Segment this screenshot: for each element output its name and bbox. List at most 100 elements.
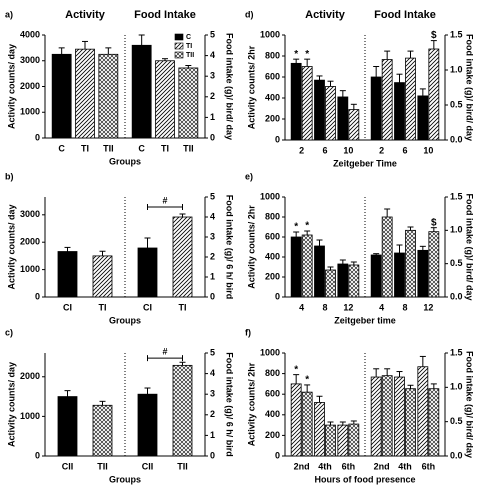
x-tick-label: 10 xyxy=(423,145,433,155)
y2-tick-label: 0.0 xyxy=(450,291,463,301)
y-axis-label: Activity counts/ day xyxy=(6,362,16,447)
y-tick-label: 2000 xyxy=(20,237,40,247)
section-title: Activity xyxy=(305,9,346,21)
y-tick-label: 400 xyxy=(265,92,280,102)
bar xyxy=(381,375,393,457)
y-tick-label: 600 xyxy=(265,71,280,81)
section-title: Food Intake xyxy=(374,9,436,21)
bar xyxy=(301,66,313,141)
y-tick-label: 0 xyxy=(35,291,40,301)
y2-tick-label: 4 xyxy=(210,368,215,378)
bar xyxy=(314,402,325,457)
y-tick-label: 200 xyxy=(265,113,280,123)
bar xyxy=(172,216,193,298)
y2-tick-label: 1 xyxy=(210,430,215,440)
y-tick-label: 1000 xyxy=(20,411,40,421)
bar xyxy=(325,424,336,457)
x-axis-label: Groups xyxy=(109,315,141,325)
y2-tick-label: 2 xyxy=(210,409,215,419)
bar xyxy=(381,59,393,141)
bar xyxy=(178,67,199,139)
bar xyxy=(290,383,302,457)
y2-axis-label: Food intake (g)/ bird/ day xyxy=(465,193,475,300)
y2-tick-label: 5 xyxy=(210,191,215,201)
x-tick-label: 6 xyxy=(402,145,407,155)
x-tick-label: 4th xyxy=(318,461,332,471)
y2-tick-label: 0.5 xyxy=(450,416,463,426)
bar xyxy=(314,245,325,298)
bar xyxy=(370,254,382,298)
y-tick-label: 400 xyxy=(265,251,280,261)
y2-axis-label: Food intake (g)/ 6 h/ bird xyxy=(225,352,235,457)
y2-tick-label: 0.5 xyxy=(450,99,463,109)
y-axis-label: Activity counts/ day xyxy=(6,44,16,129)
bar xyxy=(137,393,158,457)
bar xyxy=(370,76,382,141)
y-tick-label: 4000 xyxy=(20,29,40,39)
significance-mark: * xyxy=(305,375,309,386)
x-tick-label: TI xyxy=(179,302,187,312)
y-tick-label: 400 xyxy=(265,409,280,419)
bar xyxy=(57,396,78,457)
y-tick-label: 0 xyxy=(275,134,280,144)
x-tick-label: 12 xyxy=(423,302,433,312)
bar xyxy=(301,391,313,457)
bar xyxy=(417,366,429,457)
x-tick-label: 6 xyxy=(322,145,327,155)
bar xyxy=(290,62,302,141)
bar xyxy=(370,376,382,457)
y2-tick-label: 1.0 xyxy=(450,225,463,235)
panel-label: a) xyxy=(5,9,13,19)
y-tick-label: 1000 xyxy=(260,347,280,357)
y2-tick-label: 3 xyxy=(210,71,215,81)
bar xyxy=(417,249,429,298)
bar xyxy=(405,229,416,298)
bar xyxy=(92,255,113,298)
y2-tick-label: 5 xyxy=(210,29,215,39)
x-tick-label: 2 xyxy=(299,145,304,155)
x-tick-label: 4th xyxy=(398,461,412,471)
y2-tick-label: 5 xyxy=(210,347,215,357)
x-tick-label: 8 xyxy=(322,302,327,312)
x-axis-label: Hours of food presence xyxy=(314,474,415,484)
legend-swatch xyxy=(174,42,184,50)
y-tick-label: 0 xyxy=(275,450,280,460)
legend-swatch xyxy=(174,51,184,59)
y-axis-label: Activity counts/ day xyxy=(6,204,16,289)
x-tick-label: TII xyxy=(97,461,108,471)
y-tick-label: 600 xyxy=(265,231,280,241)
bar xyxy=(172,364,193,457)
bar xyxy=(348,109,360,141)
y2-tick-label: 0.0 xyxy=(450,450,463,460)
significance-mark: * xyxy=(294,49,298,60)
significance-mark: * xyxy=(305,221,309,232)
y2-tick-label: 0.0 xyxy=(450,134,463,144)
x-axis-label: Groups xyxy=(109,156,141,166)
y-axis-label: Activity counts/ 2hr xyxy=(246,45,256,129)
y-tick-label: 800 xyxy=(265,50,280,60)
y-tick-label: 1000 xyxy=(20,107,40,117)
x-tick-label: CI xyxy=(63,302,72,312)
y-tick-label: 800 xyxy=(265,211,280,221)
significance-mark: * xyxy=(294,364,298,375)
y2-axis-label: Food intake (g)/ bird/ day xyxy=(465,34,475,141)
bar xyxy=(301,234,313,298)
bar xyxy=(314,79,325,141)
y-tick-label: 800 xyxy=(265,368,280,378)
y2-tick-label: 1.0 xyxy=(450,64,463,74)
y-axis-label: Activity counts/ 2hr xyxy=(246,205,256,289)
panel-label: c) xyxy=(5,327,13,337)
y2-tick-label: 4 xyxy=(210,211,215,221)
bar xyxy=(337,424,349,457)
x-tick-label: TI xyxy=(99,302,107,312)
x-tick-label: TII xyxy=(183,143,194,153)
y2-axis-label: Food intake (g)/ 6 h/ bird xyxy=(225,195,235,300)
x-tick-label: 4 xyxy=(379,302,384,312)
x-tick-label: 6th xyxy=(342,461,356,471)
y-tick-label: 200 xyxy=(265,271,280,281)
y-tick-label: 600 xyxy=(265,389,280,399)
x-tick-label: 4 xyxy=(299,302,304,312)
x-axis-label: Zeitgeber time xyxy=(334,315,396,325)
bar xyxy=(405,388,416,457)
y-axis-label: Activity counts/ 2hr xyxy=(246,362,256,446)
